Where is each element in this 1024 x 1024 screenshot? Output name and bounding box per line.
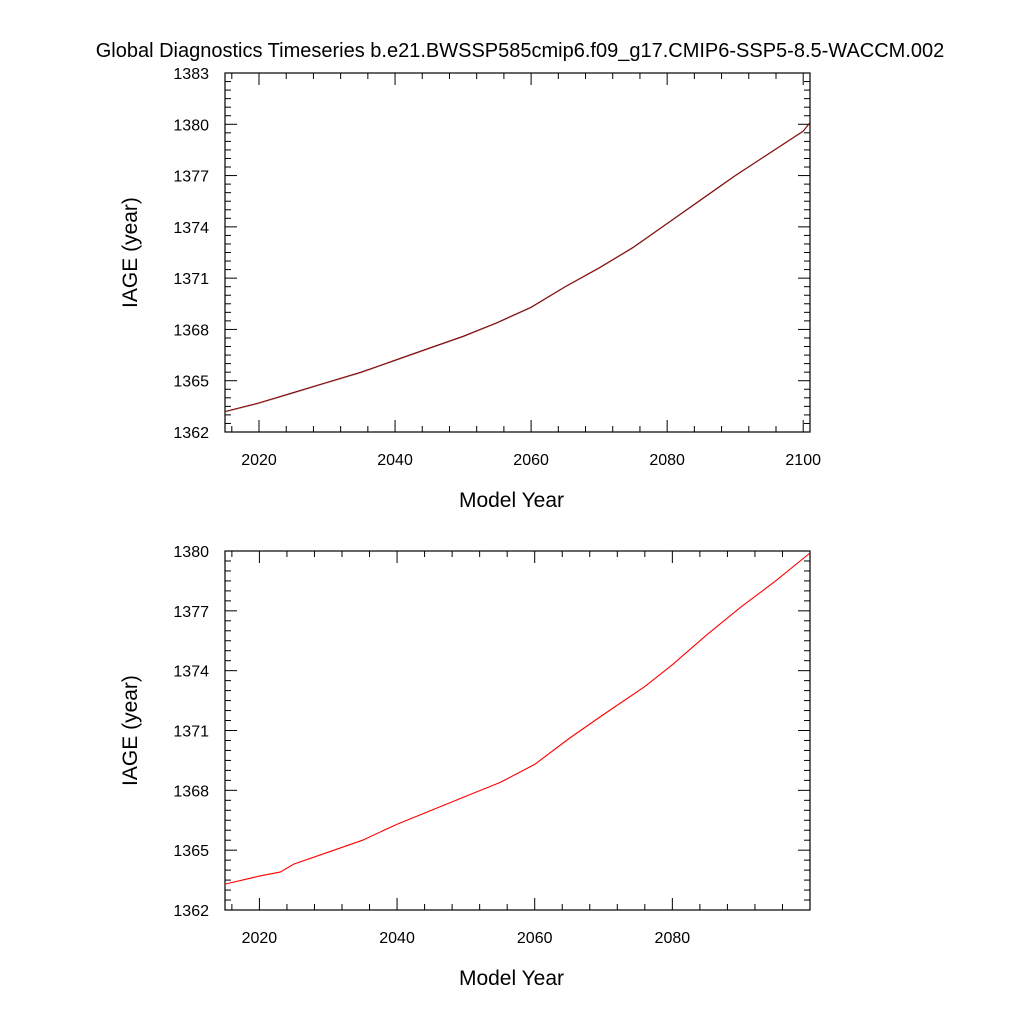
series-line bbox=[224, 122, 811, 413]
y-tick-label: 1377 bbox=[173, 604, 209, 621]
series-line-overlay bbox=[224, 123, 811, 413]
y-tick-label: 1365 bbox=[173, 843, 209, 860]
plot-frame bbox=[224, 72, 811, 433]
x-tick-label: 2080 bbox=[655, 930, 691, 947]
x-tick-label: 2080 bbox=[649, 452, 685, 469]
y-tick-label: 1362 bbox=[173, 425, 209, 442]
plot-frame bbox=[224, 550, 811, 911]
x-tick-label: 2040 bbox=[379, 930, 415, 947]
x-tick-label: 2020 bbox=[242, 930, 278, 947]
y-tick-label: 1371 bbox=[173, 724, 209, 741]
y-tick-label: 1380 bbox=[173, 117, 209, 134]
x-tick-label: 2020 bbox=[241, 452, 277, 469]
y-tick-label: 1368 bbox=[173, 322, 209, 339]
chart-panel-1: 1362 1365 1368 1371 1374 1377 1380 1383 2020 2040… bbox=[119, 66, 821, 512]
y-axis-title: IAGE (year) bbox=[119, 197, 142, 308]
x-tick-label: 2060 bbox=[517, 930, 553, 947]
y-axis-title: IAGE (year) bbox=[119, 675, 142, 786]
x-tick-label: 2040 bbox=[377, 452, 413, 469]
series-line bbox=[224, 552, 811, 885]
y-tick-label: 1368 bbox=[173, 783, 209, 800]
y-tick-label: 1383 bbox=[173, 66, 209, 83]
figure-title: Global Diagnostics Timeseries b.e21.BWSS… bbox=[96, 40, 945, 62]
chart-panel-2: 1362 1365 1368 1371 1374 1377 1380 2020 2040 2060… bbox=[119, 544, 811, 990]
y-tick-label: 1380 bbox=[173, 544, 209, 561]
y-tick-label: 1362 bbox=[173, 903, 209, 920]
x-tick-label: 2060 bbox=[513, 452, 549, 469]
x-tick-label: 2100 bbox=[785, 452, 821, 469]
x-axis-title: Model Year bbox=[459, 489, 564, 512]
y-tick-label: 1365 bbox=[173, 374, 209, 391]
x-axis-title: Model Year bbox=[459, 967, 564, 990]
y-tick-label: 1377 bbox=[173, 169, 209, 186]
y-tick-label: 1371 bbox=[173, 271, 209, 288]
y-tick-label: 1374 bbox=[173, 664, 209, 681]
y-tick-label: 1374 bbox=[173, 220, 209, 237]
